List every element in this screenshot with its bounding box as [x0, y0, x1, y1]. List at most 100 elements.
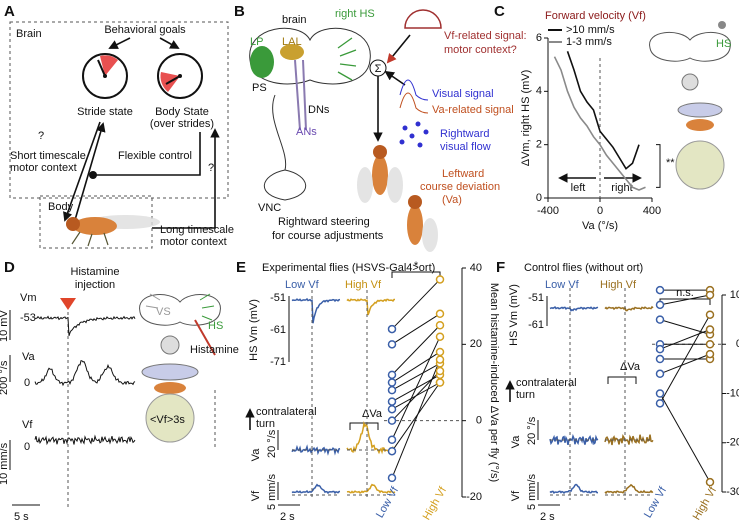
- y-tick-label: 10: [730, 289, 739, 301]
- dot: [387, 397, 397, 406]
- d-text: -53: [20, 312, 36, 324]
- series-line: [553, 56, 646, 191]
- lal: [280, 44, 304, 60]
- dot: [435, 309, 445, 319]
- f-text: 2 s: [540, 511, 555, 523]
- y-tick-label: 6: [536, 32, 542, 44]
- dot: [387, 404, 397, 414]
- pair-line: [391, 359, 441, 479]
- e-text: 20 °/s: [266, 429, 278, 458]
- d-text: 10 mm/s: [0, 442, 10, 485]
- dot: [655, 354, 665, 364]
- d-text: HS: [208, 320, 223, 332]
- bracket: [391, 271, 441, 278]
- pair-line: [659, 294, 711, 306]
- e-text: Va: [250, 448, 262, 462]
- trace: [291, 483, 341, 495]
- dot: [387, 340, 397, 349]
- dot: [387, 385, 397, 395]
- dot: [655, 369, 665, 379]
- dot: [655, 389, 665, 398]
- dot: [655, 315, 665, 324]
- panel-label: F: [496, 259, 505, 276]
- brain-box: [9, 21, 229, 199]
- pair-line: [659, 314, 711, 404]
- dot: [435, 275, 445, 284]
- fly: [357, 145, 403, 203]
- dot: [387, 378, 397, 387]
- pair-line: [391, 351, 441, 383]
- y-tick-label: 0: [476, 415, 482, 427]
- brain-outline: [249, 27, 371, 85]
- trace: [291, 444, 341, 456]
- dot: [435, 366, 445, 376]
- pair-line: [391, 336, 441, 440]
- b-text: ANs: [296, 126, 317, 138]
- b-text: PS: [252, 82, 267, 94]
- b-text: Rightward: [440, 128, 490, 140]
- body-state-text: Body State: [155, 106, 209, 118]
- y-tick-label: -30: [726, 486, 739, 498]
- panel-label: D: [4, 259, 15, 276]
- d-text: VS: [156, 306, 171, 318]
- annotation: n.s.: [676, 287, 694, 299]
- x-tick-label: -400: [537, 205, 559, 217]
- panel-c: C: [494, 3, 731, 190]
- arrow: [384, 70, 406, 86]
- b-text: motor context?: [444, 44, 517, 56]
- e-text: -61: [270, 324, 286, 336]
- dot: [387, 446, 397, 456]
- dot: [387, 473, 397, 483]
- trace: [346, 483, 396, 494]
- legend-label: >10 mm/s: [566, 24, 615, 36]
- trace: [35, 315, 136, 337]
- e-text: contralateral: [256, 406, 317, 418]
- dot: [435, 355, 445, 364]
- pair-line: [391, 362, 441, 391]
- panel-a: A Brain Behavioral goals Stride state Bo…: [4, 3, 234, 249]
- b-text: DNs: [308, 104, 330, 116]
- b-text: LAL: [282, 36, 302, 48]
- lp: [250, 46, 274, 78]
- x-tick-label: 400: [643, 205, 661, 217]
- d-text: 0: [24, 377, 30, 389]
- pair-line: [659, 319, 711, 335]
- d-text: Vm: [20, 292, 37, 304]
- annotation: **: [666, 157, 675, 169]
- clock: [82, 53, 128, 99]
- y-label: Mean histamine-induced ΔVa per fly (°/s): [488, 283, 500, 482]
- dot: [435, 332, 445, 341]
- e-text: turn: [256, 418, 275, 430]
- b-text: Σ: [375, 63, 382, 75]
- annotation: *: [414, 260, 419, 272]
- panel-d: D Histamine injection Vm -53 10 mV Va 20…: [0, 259, 239, 523]
- goals-text: Behavioral goals: [104, 24, 186, 36]
- flow-dots: [399, 121, 429, 148]
- trace: [549, 483, 598, 495]
- e-text: HS Vm (mV): [248, 299, 260, 361]
- e-text: 5 mm/s: [266, 473, 278, 510]
- arrow: [159, 37, 180, 49]
- y-tick-label: 2: [536, 139, 542, 151]
- dn-path: [294, 59, 307, 131]
- b-text: (Va): [442, 194, 462, 206]
- f-text: High Vf: [600, 279, 637, 291]
- pair-line: [391, 324, 441, 376]
- fly: [66, 215, 160, 247]
- arrow: [152, 128, 220, 229]
- arrow: [386, 34, 411, 64]
- short-text: motor context: [10, 162, 77, 174]
- d-text: injection: [75, 279, 115, 291]
- legend-label: 1-3 mm/s: [566, 36, 612, 48]
- x-tick-label: High Vf: [421, 484, 450, 522]
- y-tick-label: -20: [466, 491, 482, 503]
- pair-line: [659, 329, 711, 350]
- injection-marker: [60, 298, 76, 310]
- e-text: Vf: [250, 490, 262, 501]
- dot: [387, 416, 397, 425]
- dot: [387, 435, 397, 444]
- d-text: Histamine: [190, 344, 239, 356]
- panel-label: C: [494, 3, 505, 20]
- panel-label: B: [234, 3, 245, 20]
